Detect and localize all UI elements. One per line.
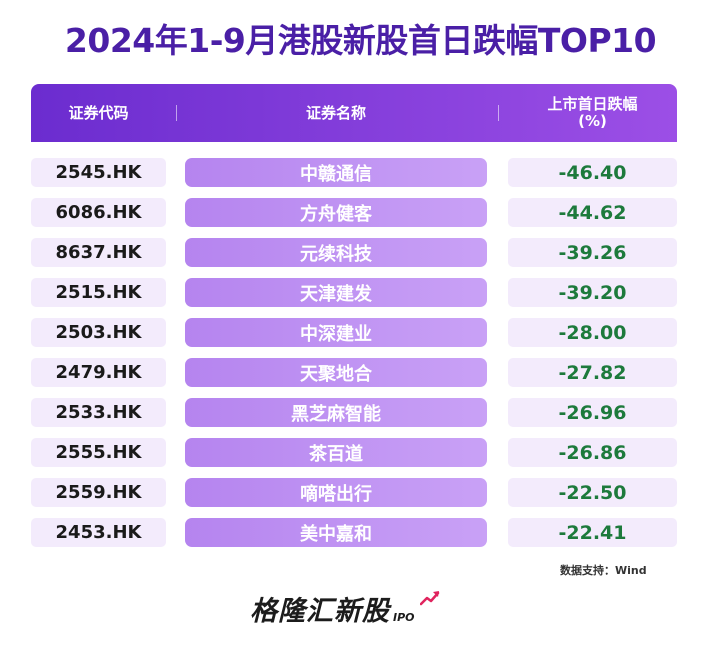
- table-row: 2453.HK 美中嘉和 -22.41: [0, 518, 721, 548]
- cell-first-day-drop: -26.86: [508, 438, 677, 467]
- cell-stock-name: 方舟健客: [185, 198, 487, 227]
- cell-stock-code: 2479.HK: [31, 358, 166, 387]
- brand-sub: IPO: [393, 611, 415, 624]
- cell-first-day-drop: -26.96: [508, 398, 677, 427]
- cell-stock-code: 2545.HK: [31, 158, 166, 187]
- cell-first-day-drop: -27.82: [508, 358, 677, 387]
- cell-first-day-drop: -22.50: [508, 478, 677, 507]
- trend-arrow-icon: [420, 591, 440, 606]
- cell-stock-code: 2555.HK: [31, 438, 166, 467]
- table-row: 2515.HK 天津建发 -39.20: [0, 278, 721, 308]
- cell-stock-name: 天津建发: [185, 278, 487, 307]
- cell-stock-code: 2515.HK: [31, 278, 166, 307]
- cell-stock-code: 2533.HK: [31, 398, 166, 427]
- cell-first-day-drop: -46.40: [508, 158, 677, 187]
- table-row: 2559.HK 嘀嗒出行 -22.50: [0, 478, 721, 508]
- chart-title: 2024年1-9月港股新股首日跌幅TOP10: [64, 21, 657, 60]
- cell-first-day-drop: -39.26: [508, 238, 677, 267]
- header-divider: [498, 105, 499, 121]
- cell-stock-name: 中深建业: [185, 318, 487, 347]
- cell-stock-name: 美中嘉和: [185, 518, 487, 547]
- column-header-code: 证券代码: [68, 103, 129, 122]
- table-row: 2555.HK 茶百道 -26.86: [0, 438, 721, 468]
- brand-name: 格隆汇新股: [250, 596, 390, 627]
- cell-stock-name: 中赣通信: [185, 158, 487, 187]
- cell-stock-code: 2503.HK: [31, 318, 166, 347]
- cell-stock-code: 2559.HK: [31, 478, 166, 507]
- brand-logo: 格隆汇新股 IPO: [250, 588, 480, 628]
- cell-stock-code: 2453.HK: [31, 518, 166, 547]
- table-row: 2533.HK 黑芝麻智能 -26.96: [0, 398, 721, 428]
- data-source: 数据支持：Wind: [560, 564, 647, 577]
- header-divider: [176, 105, 177, 121]
- cell-stock-name: 茶百道: [185, 438, 487, 467]
- table-row: 2479.HK 天聚地合 -27.82: [0, 358, 721, 388]
- column-header-drop: 上市首日跌幅 (%): [547, 95, 638, 130]
- table-row: 8637.HK 元续科技 -39.26: [0, 238, 721, 268]
- cell-first-day-drop: -22.41: [508, 518, 677, 547]
- table-header: 证券代码 证券名称 上市首日跌幅 (%): [31, 84, 677, 142]
- cell-stock-code: 8637.HK: [31, 238, 166, 267]
- cell-first-day-drop: -28.00: [508, 318, 677, 347]
- table-row: 2503.HK 中深建业 -28.00: [0, 318, 721, 348]
- cell-stock-name: 元续科技: [185, 238, 487, 267]
- cell-stock-name: 天聚地合: [185, 358, 487, 387]
- table-row: 2545.HK 中赣通信 -46.40: [0, 158, 721, 188]
- cell-first-day-drop: -44.62: [508, 198, 677, 227]
- column-header-name: 证券名称: [305, 103, 366, 122]
- cell-stock-name: 嘀嗒出行: [185, 478, 487, 507]
- cell-first-day-drop: -39.20: [508, 278, 677, 307]
- cell-stock-name: 黑芝麻智能: [185, 398, 487, 427]
- cell-stock-code: 6086.HK: [31, 198, 166, 227]
- table-row: 6086.HK 方舟健客 -44.62: [0, 198, 721, 228]
